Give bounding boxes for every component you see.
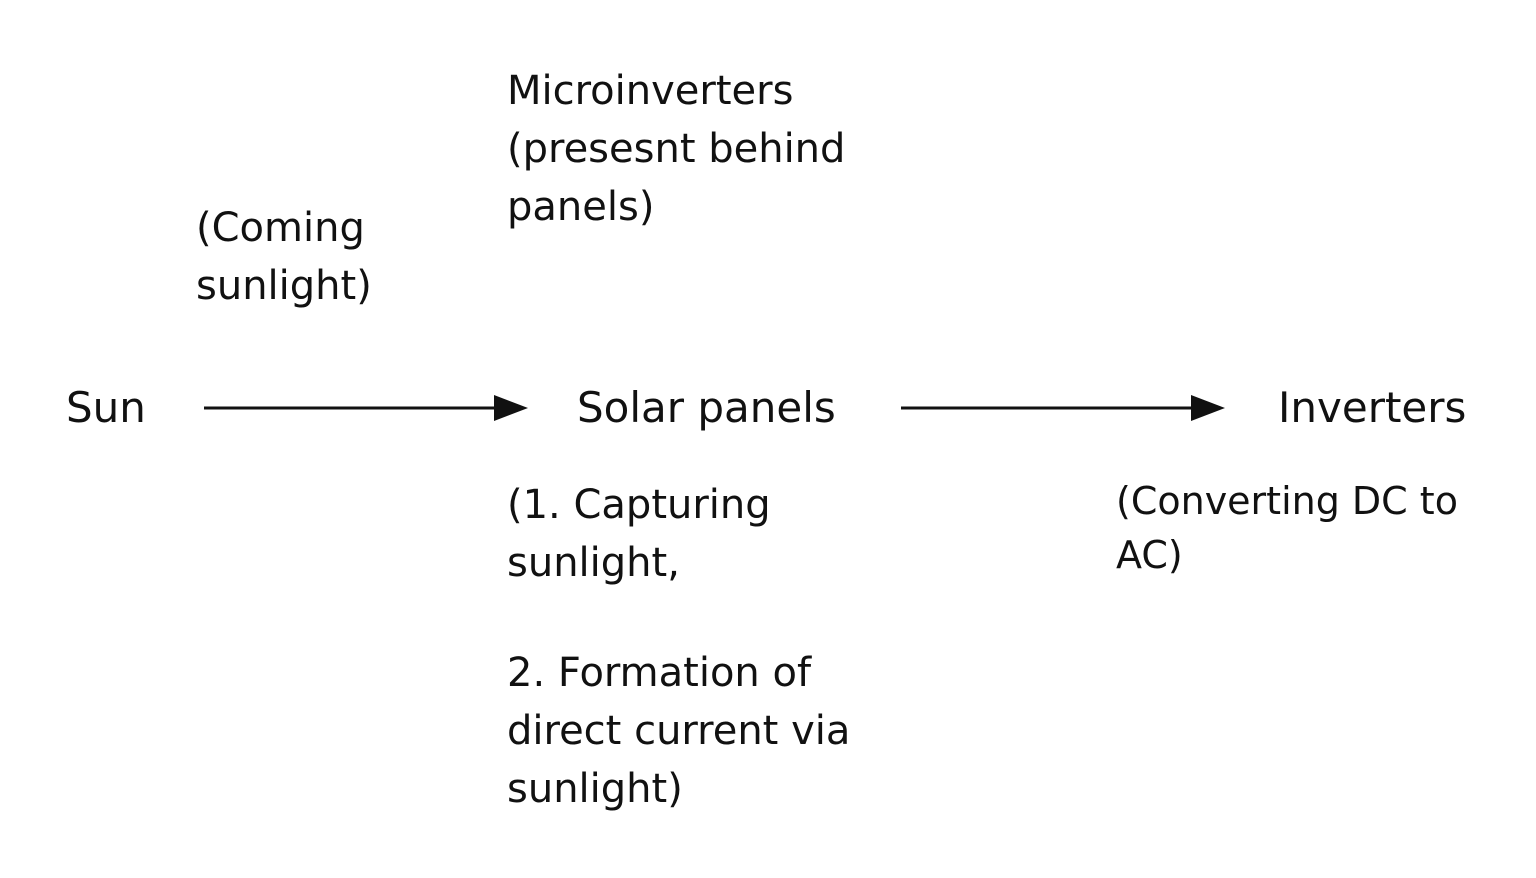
arrow-head xyxy=(494,395,528,421)
inverters-node-label: Inverters xyxy=(1278,383,1467,432)
microinverters-note: Microinverters (presesnt behind panels) xyxy=(507,68,846,230)
sun-node-label: Sun xyxy=(66,383,146,432)
dc-to-ac-conversion-note: (Converting DC to AC) xyxy=(1116,479,1458,577)
capturing-sunlight-note: (1. Capturing sunlight, xyxy=(507,482,771,586)
solar-panels-node-label: Solar panels xyxy=(577,383,836,432)
arrow-solar-panels-to-inverters xyxy=(901,395,1225,421)
arrow-head xyxy=(1191,395,1225,421)
coming-sunlight-note: (Coming sunlight) xyxy=(196,205,372,309)
direct-current-formation-note: 2. Formation of direct current via sunli… xyxy=(507,650,851,812)
arrow-sun-to-solar-panels xyxy=(204,395,528,421)
